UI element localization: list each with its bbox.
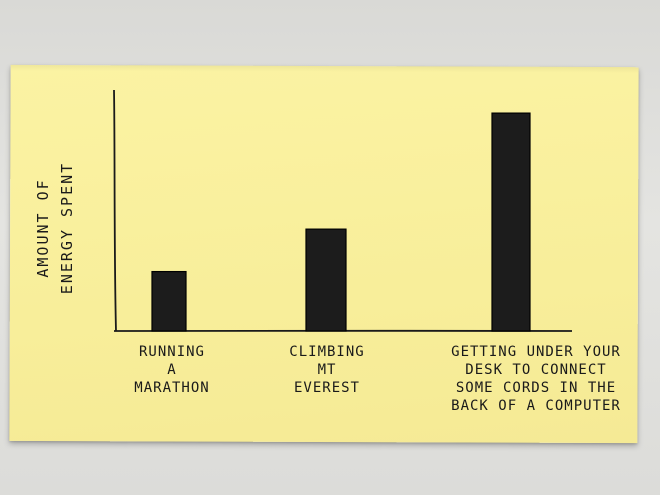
bar-2 <box>305 228 347 332</box>
category-labels: RUNNING A MARATHON CLIMBING MT EVEREST GETTING… <box>134 344 621 414</box>
category-label-1-line-1: RUNNING <box>139 344 205 360</box>
bar-3 <box>491 112 531 332</box>
category-label-3-line-1: GETTING UNDER YOUR <box>451 344 621 360</box>
bar-1 <box>151 270 187 332</box>
category-label-2-line-2: MT <box>318 362 337 378</box>
category-label-1-line-2: A <box>167 362 176 378</box>
y-axis-line <box>113 89 117 332</box>
category-label-1-line-3: MARATHON <box>134 380 209 396</box>
category-label-2-line-3: EVEREST <box>294 380 360 396</box>
bars <box>151 112 531 332</box>
category-label-3-line-3: SOME CORDS IN THE <box>456 380 616 396</box>
category-label-3-line-4: BACK OF A COMPUTER <box>451 398 621 414</box>
y-axis-label-line-1: AMOUNT OF <box>34 178 52 277</box>
category-label-3-line-2: DESK TO CONNECT <box>465 362 606 378</box>
category-label-2-line-1: CLIMBING <box>289 344 364 360</box>
y-axis-label: AMOUNT OF ENERGY SPENT <box>34 162 76 294</box>
y-axis-label-line-2: ENERGY SPENT <box>58 162 76 294</box>
